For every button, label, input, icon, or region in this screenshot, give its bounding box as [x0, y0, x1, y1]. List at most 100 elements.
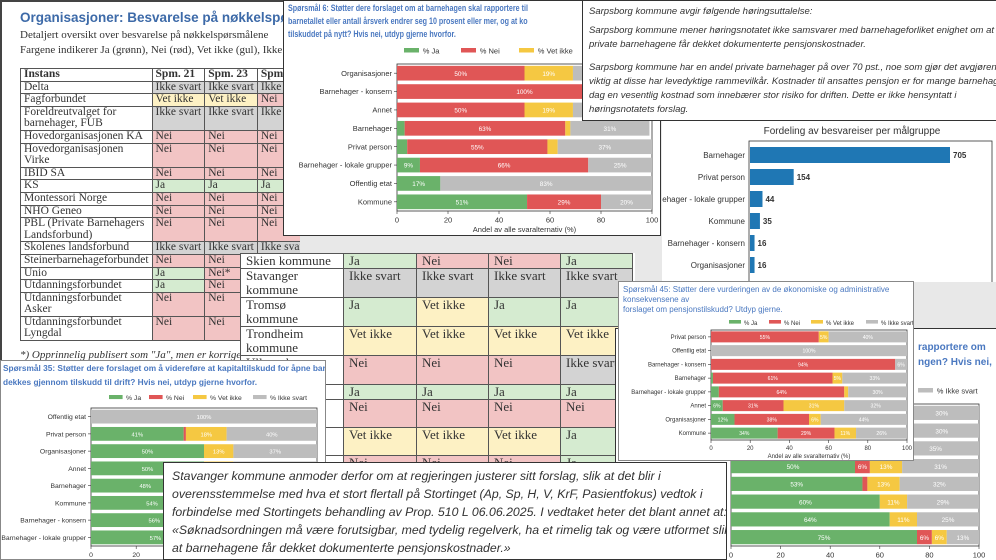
table-row: NHO Geneo Nei Nei Nei: [20, 204, 300, 219]
bar-value-label: 25%: [614, 163, 627, 170]
answer-cell: Ikke svart: [204, 105, 258, 131]
bar-value-label: 29%: [937, 499, 950, 506]
row-label: Tromsø kommune: [240, 297, 344, 327]
answer-cell: Nei: [416, 253, 489, 269]
bar-segment: [91, 444, 204, 459]
category-label: Offentlig etat: [48, 414, 87, 421]
bar-value-label: 154: [797, 173, 811, 182]
bar-segment: [711, 427, 778, 439]
answer-cell: Ja: [560, 253, 633, 269]
bar-value-label: 100%: [802, 349, 815, 355]
bar-segment: [527, 194, 601, 210]
bar-value-label: 44: [765, 195, 774, 204]
bar-value-label: 6%: [897, 362, 905, 368]
bar-segment: [718, 386, 845, 398]
table-row: Montessori Norge Nei Nei Nei: [20, 191, 300, 206]
answer-cell: Vet ikke: [416, 427, 489, 456]
answer-cell: Vet ikke: [488, 427, 561, 456]
bar-value-label: 17%: [412, 181, 425, 188]
category-label: Privat person: [698, 173, 745, 182]
bar-segment: [832, 372, 843, 384]
legend-label: % Vet ikke: [538, 46, 573, 55]
answer-cell: Nei: [204, 129, 258, 144]
bar-segment: [226, 426, 317, 441]
row-label: Stavanger kommune: [240, 268, 344, 298]
category-label: Kommune: [358, 197, 392, 206]
statement-line: viktig at disse har levedyktige rammevil…: [589, 76, 996, 87]
answer-cell: Nei: [151, 129, 206, 144]
answer-cell: Ja: [204, 179, 258, 193]
row-label: KS: [20, 179, 153, 193]
bar-segment: [946, 530, 979, 545]
bar-segment: [917, 530, 932, 545]
category-label: Barnehager - lokale grupper: [1, 535, 86, 542]
bar-value-label: 63%: [479, 126, 492, 133]
bar: [750, 147, 950, 163]
answer-cell: Ikke svart: [488, 268, 561, 298]
bar-segment: [855, 459, 870, 474]
answer-cell: Nei: [151, 166, 206, 181]
bar-segment: [712, 372, 833, 384]
tick-label: 100: [973, 551, 986, 560]
table-row: Ullensaker kommuneNeiNeiNeiIkke svart: [240, 355, 633, 385]
bar-segment: [397, 194, 528, 210]
bar-value-label: 35: [763, 217, 772, 226]
bar-segment: [844, 400, 907, 412]
distribution-bar-chart: Fordeling av besvareiser per målgruppe 70…: [662, 125, 993, 282]
bar-value-label: 57%: [150, 536, 162, 542]
bar-value-label: 34%: [739, 431, 750, 437]
answer-cell: Ja: [416, 384, 489, 400]
bar-value-label: 53%: [790, 482, 803, 489]
bar-segment: [524, 102, 573, 118]
answer-cell: Nei: [204, 166, 258, 181]
bar-segment: [828, 331, 907, 343]
bar-value-label: 13%: [957, 535, 970, 542]
category-label: Barnehager - konsern: [648, 362, 706, 368]
bar-segment: [711, 331, 819, 343]
legend-swatch: [149, 395, 163, 400]
bar-segment: [397, 176, 441, 191]
legend-label: % Nei: [480, 46, 500, 55]
row-label: Skolenes landsforbund: [20, 241, 153, 255]
bar-segment: [820, 413, 907, 425]
bar: [750, 257, 755, 273]
bar-segment: [899, 476, 979, 491]
column-header: Spm. 21: [151, 68, 206, 82]
tick-label: 100: [646, 216, 659, 225]
statement-line: private barnehagene får dekket dokumente…: [589, 39, 866, 50]
bar-value-label: 6%: [920, 535, 930, 542]
table-row: PBL (Private Barnehagers Landsforbund) Ne…: [20, 217, 300, 243]
chart-question: Spørsmål 35: Støtter dere forslaget om å…: [3, 363, 326, 373]
statement-line: Sarpsborg kommune avgir følgende hørings…: [589, 6, 813, 17]
chart-question: ngen? Hvis nei,: [918, 357, 992, 368]
column-header: Instans: [20, 68, 153, 82]
legend-label: % Ja: [126, 395, 141, 402]
bar-segment: [731, 530, 917, 545]
panel-subtitle: Fargene indikerer Ja (grønn), Nei (rød),…: [20, 44, 300, 56]
row-label: Skien kommune: [240, 253, 344, 269]
row-label: Unio: [20, 266, 153, 281]
legend-swatch: [193, 395, 207, 400]
answer-cell: Ikke svart: [204, 80, 258, 95]
bar: [750, 235, 755, 251]
category-label: Annet: [372, 106, 393, 115]
bar-segment: [524, 65, 573, 81]
bar-segment: [818, 331, 829, 343]
bar: [750, 169, 794, 185]
legend-swatch: [404, 48, 419, 53]
tick-label: 100: [902, 446, 913, 452]
bar-value-label: 11%: [897, 517, 910, 524]
bar-segment: [711, 413, 735, 425]
chart-question: barnetallet eller antall årsverk endrer …: [288, 16, 528, 27]
tick-label: 40: [786, 446, 793, 452]
bar-value-label: 37%: [269, 450, 281, 456]
bar-value-label: 33%: [870, 376, 881, 382]
bar: [750, 213, 760, 229]
bar-segment: [844, 386, 849, 398]
answer-cell: Ikke svart: [151, 241, 206, 255]
tick-label: 0: [729, 551, 733, 560]
bar-value-label: 13%: [213, 450, 225, 456]
bar-segment: [889, 512, 917, 527]
bar-value-label: 50%: [454, 71, 467, 78]
